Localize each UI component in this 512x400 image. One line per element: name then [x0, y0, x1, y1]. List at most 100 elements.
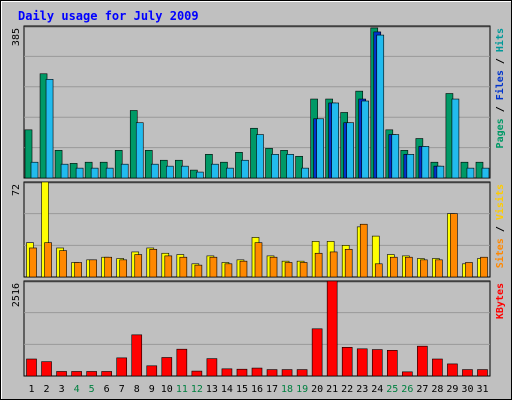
- legend-visits: Visits: [494, 184, 506, 220]
- bar-visits-day-25: [389, 256, 398, 278]
- bar-hits-day-25: [391, 134, 400, 179]
- bar-hits-day-6: [105, 167, 114, 179]
- bar-visits-day-31: [480, 256, 488, 278]
- bar-hits-day-30: [466, 167, 475, 179]
- bar-kbytes-day-5: [86, 371, 97, 377]
- bar-hits-day-16: [256, 134, 264, 179]
- legend-sites: Sites: [494, 238, 506, 268]
- x-tick-day-5: 5: [89, 384, 95, 395]
- bar-visits-day-9: [149, 248, 158, 278]
- bar-kbytes-day-21: [326, 280, 338, 377]
- bar-kbytes-day-4: [71, 371, 82, 377]
- series-hits: [30, 34, 490, 179]
- x-tick-day-9: 9: [149, 384, 155, 395]
- bar-kbytes-day-8: [131, 334, 143, 377]
- bar-kbytes-day-6: [101, 371, 112, 377]
- bar-visits-day-20: [314, 252, 323, 278]
- bar-visits-day-13: [209, 256, 218, 278]
- x-tick-day-12: 12: [191, 384, 203, 395]
- bar-hits-day-20: [316, 118, 324, 179]
- bar-hits-day-22: [346, 122, 354, 179]
- top-ymax-label: 385: [11, 28, 22, 46]
- x-tick-day-19: 19: [296, 384, 308, 395]
- bar-hits-day-18: [286, 154, 294, 179]
- bar-kbytes-day-31: [477, 369, 488, 377]
- bar-kbytes-day-13: [206, 358, 218, 377]
- bar-visits-day-14: [224, 263, 233, 278]
- bar-kbytes-day-3: [56, 371, 67, 377]
- bar-visits-day-6: [104, 256, 112, 278]
- x-tick-day-17: 17: [266, 384, 278, 395]
- bar-kbytes-day-28: [432, 358, 443, 377]
- bottom-ymax-label: 2516: [11, 283, 22, 307]
- x-tick-day-3: 3: [59, 384, 65, 395]
- bar-visits-day-2: [44, 242, 52, 278]
- x-tick-day-20: 20: [311, 384, 323, 395]
- x-tick-day-2: 2: [44, 384, 50, 395]
- bar-hits-day-28: [436, 165, 445, 179]
- bar-kbytes-day-11: [176, 348, 188, 377]
- middle-legend-label: Sites / Visits: [494, 184, 506, 268]
- bar-visits-day-7: [119, 259, 128, 278]
- top-legend-label: Pages / Files / Hits: [494, 28, 506, 148]
- series-kbytes: [26, 280, 488, 377]
- bar-visits-day-3: [59, 250, 67, 278]
- legend-hits: Hits: [494, 28, 506, 52]
- bar-kbytes-day-17: [266, 369, 278, 377]
- chart-title: Daily usage for July 2009: [18, 9, 199, 23]
- x-tick-day-24: 24: [371, 384, 383, 395]
- bar-visits-day-11: [179, 256, 188, 278]
- middle-ymax-label: 72: [11, 184, 22, 196]
- x-tick-day-16: 16: [251, 384, 263, 395]
- bar-hits-day-13: [211, 163, 219, 179]
- bar-pages-day-19: [295, 155, 303, 179]
- bar-hits-day-27: [421, 146, 430, 179]
- bar-visits-day-17: [269, 256, 278, 278]
- bar-kbytes-day-1: [26, 358, 37, 377]
- x-tick-day-13: 13: [206, 384, 218, 395]
- x-tick-day-11: 11: [176, 384, 188, 395]
- bar-visits-day-29: [450, 213, 458, 278]
- bar-visits-day-1: [29, 247, 37, 278]
- bar-hits-day-1: [30, 161, 39, 179]
- bar-kbytes-day-26: [402, 371, 413, 377]
- x-tick-day-15: 15: [236, 384, 248, 395]
- bar-visits-day-16: [254, 242, 263, 278]
- bar-hits-day-8: [135, 122, 144, 179]
- x-tick-day-18: 18: [281, 384, 293, 395]
- bar-hits-day-14: [226, 167, 234, 179]
- x-tick-day-23: 23: [356, 384, 368, 395]
- x-tick-day-7: 7: [119, 384, 125, 395]
- bar-hits-day-4: [75, 167, 84, 179]
- bar-kbytes-day-7: [116, 357, 128, 377]
- bar-visits-day-8: [134, 254, 143, 278]
- x-tick-day-14: 14: [221, 384, 233, 395]
- bar-hits-day-7: [120, 163, 129, 179]
- legend-/: /: [495, 52, 506, 70]
- legend-pages: Pages: [495, 118, 506, 148]
- bar-hits-day-19: [301, 167, 309, 179]
- bar-hits-day-9: [150, 163, 159, 179]
- bar-hits-day-29: [451, 98, 460, 179]
- bar-kbytes-day-2: [41, 361, 52, 377]
- bar-visits-day-18: [284, 262, 293, 278]
- bar-visits-day-30: [465, 262, 473, 278]
- x-tick-day-30: 30: [461, 384, 473, 395]
- bar-hits-day-11: [181, 165, 189, 179]
- bar-visits-day-21: [329, 251, 338, 278]
- legend-files: Files: [494, 70, 506, 100]
- top-panel: 385: [11, 25, 491, 179]
- series-visits: [29, 213, 488, 278]
- bar-kbytes-day-25: [386, 350, 398, 377]
- x-tick-day-25: 25: [386, 384, 398, 395]
- bar-hits-day-3: [60, 163, 69, 179]
- bar-visits-day-15: [239, 260, 248, 278]
- x-tick-day-22: 22: [341, 384, 353, 395]
- bar-pages-day-1: [24, 129, 33, 179]
- bar-hits-day-10: [166, 165, 174, 179]
- bar-hits-day-12: [196, 171, 204, 179]
- x-tick-day-8: 8: [134, 384, 140, 395]
- bar-kbytes-day-10: [161, 357, 173, 377]
- bar-kbytes-day-27: [417, 345, 428, 377]
